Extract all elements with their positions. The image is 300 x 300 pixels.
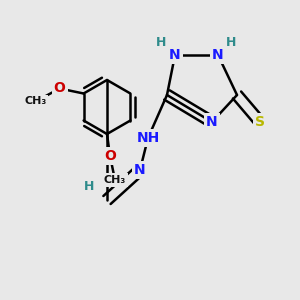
Text: NH: NH <box>136 131 160 145</box>
Text: N: N <box>134 163 146 177</box>
Text: O: O <box>54 82 66 95</box>
Text: H: H <box>156 37 166 50</box>
Text: H: H <box>226 37 236 50</box>
Text: H: H <box>84 179 94 193</box>
Text: S: S <box>255 115 265 129</box>
Text: N: N <box>212 48 224 62</box>
Text: CH₃: CH₃ <box>104 175 126 185</box>
Text: CH₃: CH₃ <box>25 97 47 106</box>
Text: O: O <box>104 149 116 163</box>
Text: N: N <box>169 48 181 62</box>
Text: N: N <box>206 115 218 129</box>
